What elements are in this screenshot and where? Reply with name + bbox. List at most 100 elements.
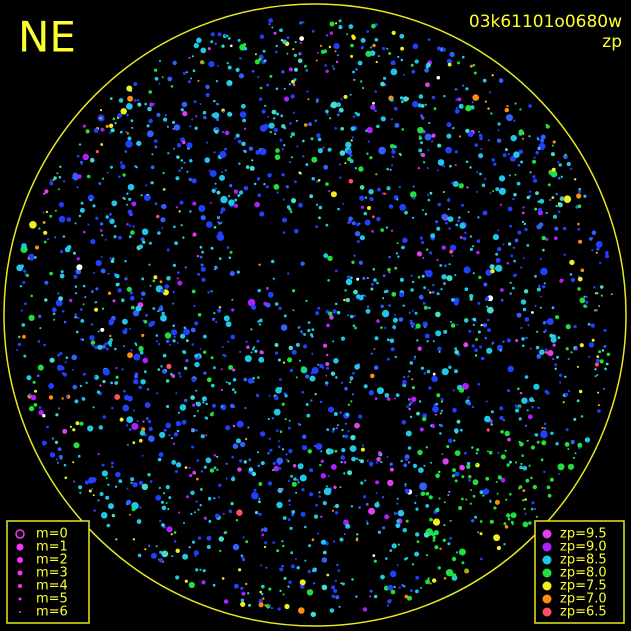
star [21, 323, 26, 327]
star [276, 429, 279, 432]
star [390, 98, 394, 102]
star [343, 94, 348, 99]
magnitude-marker [15, 529, 25, 539]
star [158, 306, 164, 312]
star [199, 347, 202, 350]
star [580, 415, 584, 418]
star [197, 536, 202, 540]
star [185, 71, 188, 74]
star [541, 440, 547, 446]
star [115, 366, 118, 370]
star [524, 317, 530, 322]
star [94, 301, 97, 304]
star [514, 273, 518, 277]
star [100, 255, 103, 258]
star [150, 181, 154, 185]
star [65, 395, 69, 398]
star [487, 328, 491, 333]
star [99, 229, 103, 232]
star [529, 397, 534, 403]
star [163, 492, 166, 495]
star [490, 410, 494, 414]
star [263, 110, 266, 113]
star [519, 108, 522, 111]
star [358, 459, 361, 462]
star [461, 203, 464, 207]
star [478, 133, 483, 138]
star [380, 574, 385, 580]
star [132, 482, 138, 488]
star [186, 170, 189, 173]
star [376, 216, 381, 222]
star [399, 277, 404, 282]
star [458, 216, 461, 219]
star [225, 477, 228, 480]
star [118, 235, 122, 240]
star [298, 325, 301, 328]
star [292, 309, 295, 312]
star [196, 459, 200, 462]
star [100, 143, 104, 146]
star [105, 215, 109, 219]
star [243, 127, 247, 130]
star [500, 298, 504, 302]
star [447, 62, 452, 67]
star [51, 437, 55, 440]
star [274, 50, 278, 54]
star [210, 383, 215, 388]
star [454, 369, 458, 374]
star [317, 137, 322, 142]
star [320, 539, 327, 545]
star [307, 569, 311, 574]
star [284, 394, 288, 398]
star [472, 63, 476, 67]
star [412, 463, 418, 468]
star [229, 250, 233, 254]
star [588, 237, 593, 241]
star [325, 182, 329, 186]
star [567, 463, 575, 470]
magnitude-marker [18, 597, 22, 601]
star [298, 171, 302, 174]
star [482, 494, 485, 497]
star [560, 197, 563, 200]
zp-marker [542, 568, 552, 578]
star [331, 430, 335, 433]
star [437, 507, 440, 510]
star [386, 338, 390, 342]
star [57, 292, 60, 295]
star [509, 493, 512, 496]
star [550, 336, 557, 343]
star [400, 46, 404, 51]
star [107, 483, 110, 486]
star [288, 499, 291, 502]
star [333, 505, 336, 508]
star [471, 101, 474, 104]
star [404, 488, 410, 494]
star [223, 354, 227, 358]
star [297, 481, 300, 484]
star [478, 275, 482, 280]
star [172, 120, 176, 124]
star [229, 184, 233, 188]
star [367, 206, 371, 210]
star [223, 315, 230, 322]
star [190, 77, 193, 80]
star [514, 173, 517, 176]
star [479, 136, 483, 141]
star [276, 503, 280, 506]
star [229, 200, 232, 203]
star [542, 285, 546, 289]
star [285, 458, 288, 461]
star [391, 543, 397, 549]
star [268, 122, 275, 129]
star [539, 295, 542, 298]
star [339, 486, 342, 489]
star [469, 166, 472, 169]
star [282, 198, 285, 201]
star [389, 467, 394, 472]
star [328, 117, 332, 120]
star [543, 422, 547, 426]
star [360, 481, 364, 485]
star [101, 470, 108, 477]
